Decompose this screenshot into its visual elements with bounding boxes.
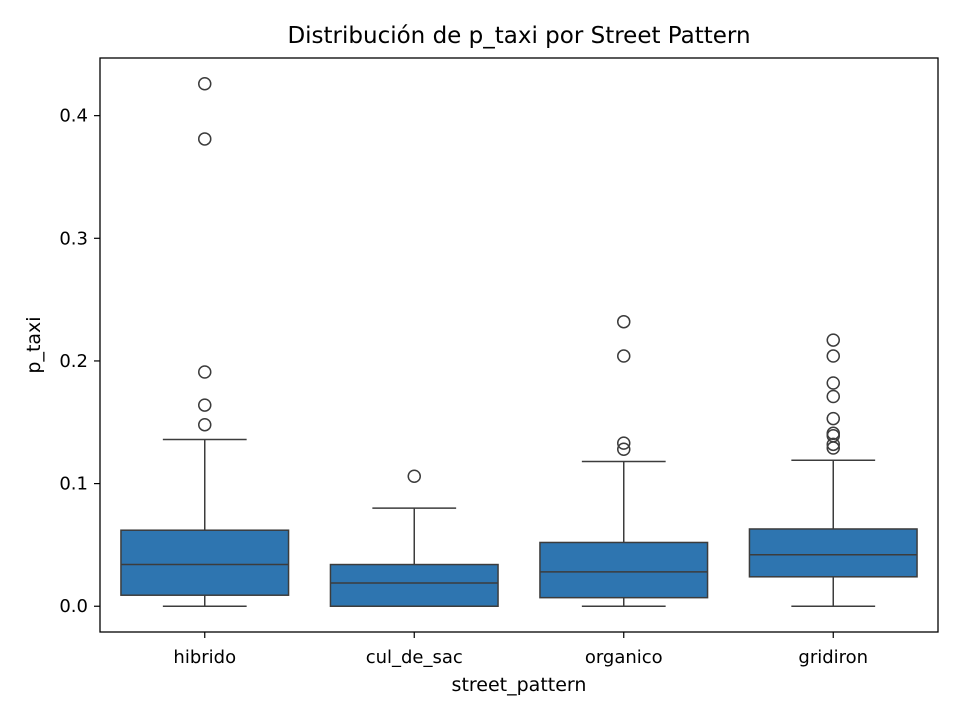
- outlier-point: [826, 441, 840, 455]
- axes-frame: [99, 57, 939, 633]
- x-tick-label: cul_de_sac: [366, 647, 463, 668]
- outlier-point: [826, 376, 840, 390]
- outlier-point: [826, 437, 840, 452]
- y-tick-label: 0.1: [59, 474, 88, 495]
- box-iqr: [120, 529, 290, 596]
- x-tick-label: organico: [585, 647, 663, 668]
- x-tick-label: hibrido: [173, 647, 236, 668]
- outlier-point: [198, 365, 212, 379]
- outlier-point: [826, 349, 840, 363]
- outlier-point: [826, 411, 840, 426]
- box-iqr: [748, 528, 918, 578]
- outlier-point: [826, 333, 840, 347]
- outlier-point: [617, 442, 631, 457]
- outlier-point: [826, 389, 840, 404]
- outlier-point: [617, 349, 631, 363]
- x-axis-label: street_pattern: [452, 674, 587, 696]
- outlier-point: [617, 314, 631, 329]
- y-tick-label: 0.0: [59, 596, 88, 617]
- box-iqr: [539, 541, 709, 599]
- outlier-point: [617, 436, 631, 450]
- x-tick-label: gridiron: [798, 647, 868, 668]
- outlier-point: [198, 417, 212, 432]
- box-iqr: [329, 563, 499, 607]
- outlier-point: [198, 398, 212, 412]
- y-tick-label: 0.2: [59, 351, 88, 372]
- outlier-point: [198, 132, 212, 146]
- outlier-point: [198, 77, 212, 91]
- y-tick-label: 0.4: [59, 106, 88, 127]
- y-tick-label: 0.3: [59, 228, 88, 249]
- plot-area: 0.0 0.1 0.2 0.3 0.4 hibrido cul_de_sac organico…: [59, 77, 918, 668]
- outlier-point: [407, 469, 421, 483]
- chart-title: Distribución de p_taxi por Street Patter…: [287, 23, 750, 49]
- y-axis-label: p_taxi: [23, 316, 45, 373]
